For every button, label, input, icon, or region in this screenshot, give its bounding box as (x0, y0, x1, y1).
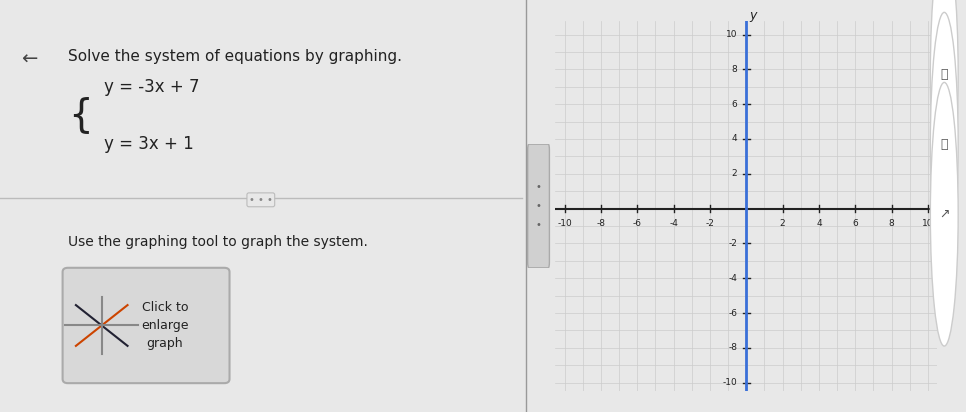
Text: •: • (535, 183, 542, 192)
Text: ←: ← (21, 49, 38, 68)
Text: -4: -4 (669, 219, 678, 228)
Text: 2: 2 (780, 219, 785, 228)
Text: y: y (749, 9, 756, 22)
Text: -4: -4 (728, 274, 737, 283)
Circle shape (930, 0, 958, 206)
Text: • • •: • • • (249, 195, 272, 205)
Text: •: • (535, 220, 542, 229)
Circle shape (930, 12, 958, 276)
FancyBboxPatch shape (527, 144, 550, 268)
Text: -8: -8 (728, 343, 737, 352)
Text: 10: 10 (923, 219, 934, 228)
Text: 6: 6 (852, 219, 858, 228)
Text: -8: -8 (596, 219, 606, 228)
Text: 10: 10 (725, 30, 737, 39)
Text: 4: 4 (731, 134, 737, 143)
Text: •: • (535, 201, 542, 211)
Text: x: x (939, 196, 946, 209)
Text: -10: -10 (557, 219, 572, 228)
Text: 8: 8 (889, 219, 895, 228)
Text: -2: -2 (705, 219, 714, 228)
Text: -6: -6 (728, 309, 737, 318)
Text: 🔍: 🔍 (941, 138, 948, 151)
Text: y = 3x + 1: y = 3x + 1 (104, 135, 194, 153)
Text: y = -3x + 7: y = -3x + 7 (104, 77, 200, 96)
FancyBboxPatch shape (63, 268, 230, 383)
Text: Solve the system of equations by graphing.: Solve the system of equations by graphin… (68, 49, 402, 64)
Text: {: { (68, 96, 93, 134)
Text: 2: 2 (731, 169, 737, 178)
Text: ↗: ↗ (939, 208, 950, 221)
Text: Use the graphing tool to graph the system.: Use the graphing tool to graph the syste… (68, 235, 368, 249)
Text: 4: 4 (816, 219, 822, 228)
Circle shape (930, 82, 958, 346)
Text: 6: 6 (731, 100, 737, 109)
Text: -2: -2 (728, 239, 737, 248)
Text: 🔍: 🔍 (941, 68, 948, 81)
Text: -6: -6 (633, 219, 641, 228)
Text: Click to
enlarge
graph: Click to enlarge graph (141, 301, 188, 350)
Text: -10: -10 (723, 378, 737, 387)
Text: 8: 8 (731, 65, 737, 74)
